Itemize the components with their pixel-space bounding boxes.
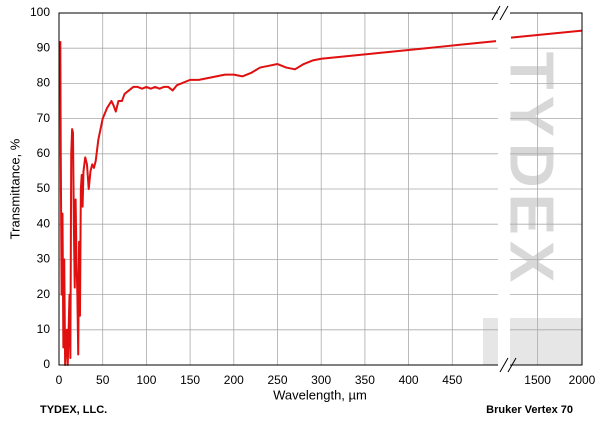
x-tick-label: 200 <box>224 373 244 387</box>
x-tick-label: 450 <box>442 373 462 387</box>
x-tick-label: 400 <box>399 373 419 387</box>
y-tick-label: 40 <box>37 216 51 230</box>
x-tick-label: 300 <box>311 373 331 387</box>
y-tick-label: 60 <box>37 146 51 160</box>
x-axis-label: Wavelength, µm <box>273 387 367 402</box>
y-tick-label: 80 <box>37 76 51 90</box>
x-tick-label: 50 <box>96 373 110 387</box>
footer-left: TYDEX, LLC. <box>40 404 107 416</box>
x-tick-label: 0 <box>56 373 63 387</box>
x-tick-label: 250 <box>267 373 287 387</box>
line <box>59 40 497 366</box>
y-tick-label: 70 <box>37 111 51 125</box>
y-tick-label: 90 <box>37 40 51 54</box>
y-tick-label: 10 <box>37 322 51 336</box>
y-tick-label: 50 <box>37 181 51 195</box>
plot-frame <box>58 12 583 366</box>
x-tick-label: 1500 <box>524 373 551 387</box>
y-tick-label: 30 <box>37 252 51 266</box>
break-marks <box>491 5 517 373</box>
y-tick-label: 100 <box>30 5 50 19</box>
line <box>510 29 583 39</box>
x-tick-label: 350 <box>355 373 375 387</box>
x-tick-label: 150 <box>180 373 200 387</box>
y-tick-label: 20 <box>37 287 51 301</box>
axis-break <box>498 5 510 373</box>
footer-right: Bruker Vertex 70 <box>486 404 573 416</box>
y-tick-label: 0 <box>43 357 50 371</box>
y-axis-label: Transmittance, % <box>7 138 22 239</box>
x-tick-label: 2000 <box>569 373 596 387</box>
watermark-box <box>483 318 582 365</box>
x-tick-label: 100 <box>136 373 156 387</box>
